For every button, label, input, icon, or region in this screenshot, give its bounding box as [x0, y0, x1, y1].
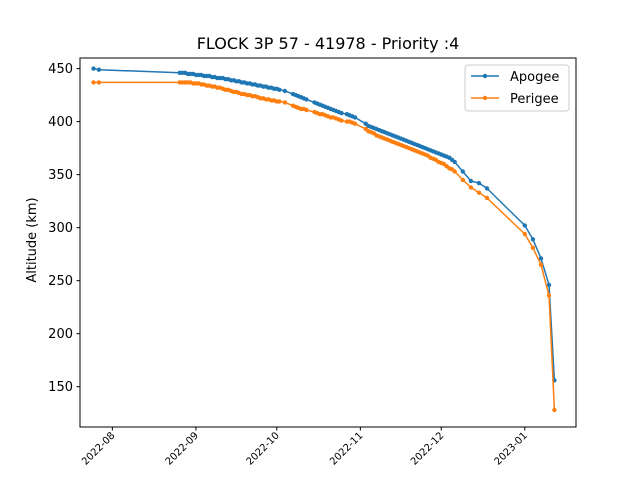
data-point-apogee	[339, 110, 344, 116]
data-point-perigee	[530, 245, 536, 250]
axes-frame	[79, 57, 577, 428]
chart-title: FLOCK 3P 57 - 41978 - Priority :4	[197, 34, 460, 53]
legend-label: Apogee	[510, 70, 559, 85]
data-point-perigee	[96, 80, 102, 85]
data-point-perigee	[484, 195, 490, 201]
data-point-perigee	[468, 185, 474, 190]
data-point-apogee	[476, 180, 482, 186]
data-point-perigee	[476, 190, 482, 195]
data-point-perigee	[538, 262, 544, 267]
data-point-apogee	[277, 87, 282, 93]
data-point-perigee	[546, 293, 552, 298]
y-tick-label: 400	[48, 115, 73, 130]
plot-area	[79, 57, 577, 428]
data-point-apogee	[522, 223, 527, 228]
series-layer	[91, 66, 557, 413]
y-tick-label: 300	[48, 221, 73, 236]
legend-marker	[482, 73, 488, 79]
data-point-perigee	[282, 100, 288, 105]
legend-marker	[482, 95, 488, 101]
data-point-perigee	[91, 80, 96, 85]
y-tick-label: 200	[48, 327, 73, 342]
data-point-perigee	[339, 118, 344, 123]
legend-label: Perigee	[510, 92, 559, 107]
data-point-apogee	[484, 186, 490, 191]
data-point-apogee	[91, 66, 96, 71]
data-point-perigee	[277, 99, 282, 104]
series-perigee	[91, 80, 557, 413]
data-point-apogee	[304, 97, 309, 102]
data-point-apogee	[352, 115, 358, 120]
data-point-apogee	[96, 67, 102, 72]
data-point-apogee	[530, 237, 536, 242]
data-point-perigee	[352, 121, 358, 126]
data-point-perigee	[522, 231, 527, 237]
legend: Apogee Perigee	[464, 64, 570, 112]
y-axis-label: Altitude (km)	[25, 197, 40, 282]
data-point-perigee	[304, 107, 309, 113]
data-point-perigee	[552, 407, 557, 413]
data-point-apogee	[282, 88, 288, 94]
y-tick-label: 250	[48, 274, 73, 289]
y-tick-label: 450	[48, 62, 73, 77]
data-point-perigee	[452, 169, 457, 174]
data-point-apogee	[546, 282, 552, 288]
y-tick-label: 150	[48, 380, 73, 395]
data-point-apogee	[468, 178, 474, 184]
y-tick-label: 350	[48, 168, 73, 183]
data-point-apogee	[538, 256, 544, 261]
data-point-apogee	[452, 159, 457, 165]
data-point-perigee	[460, 177, 465, 183]
y-axis: 150 200 250 300 350 400 450	[48, 62, 80, 395]
data-point-apogee	[460, 169, 465, 174]
